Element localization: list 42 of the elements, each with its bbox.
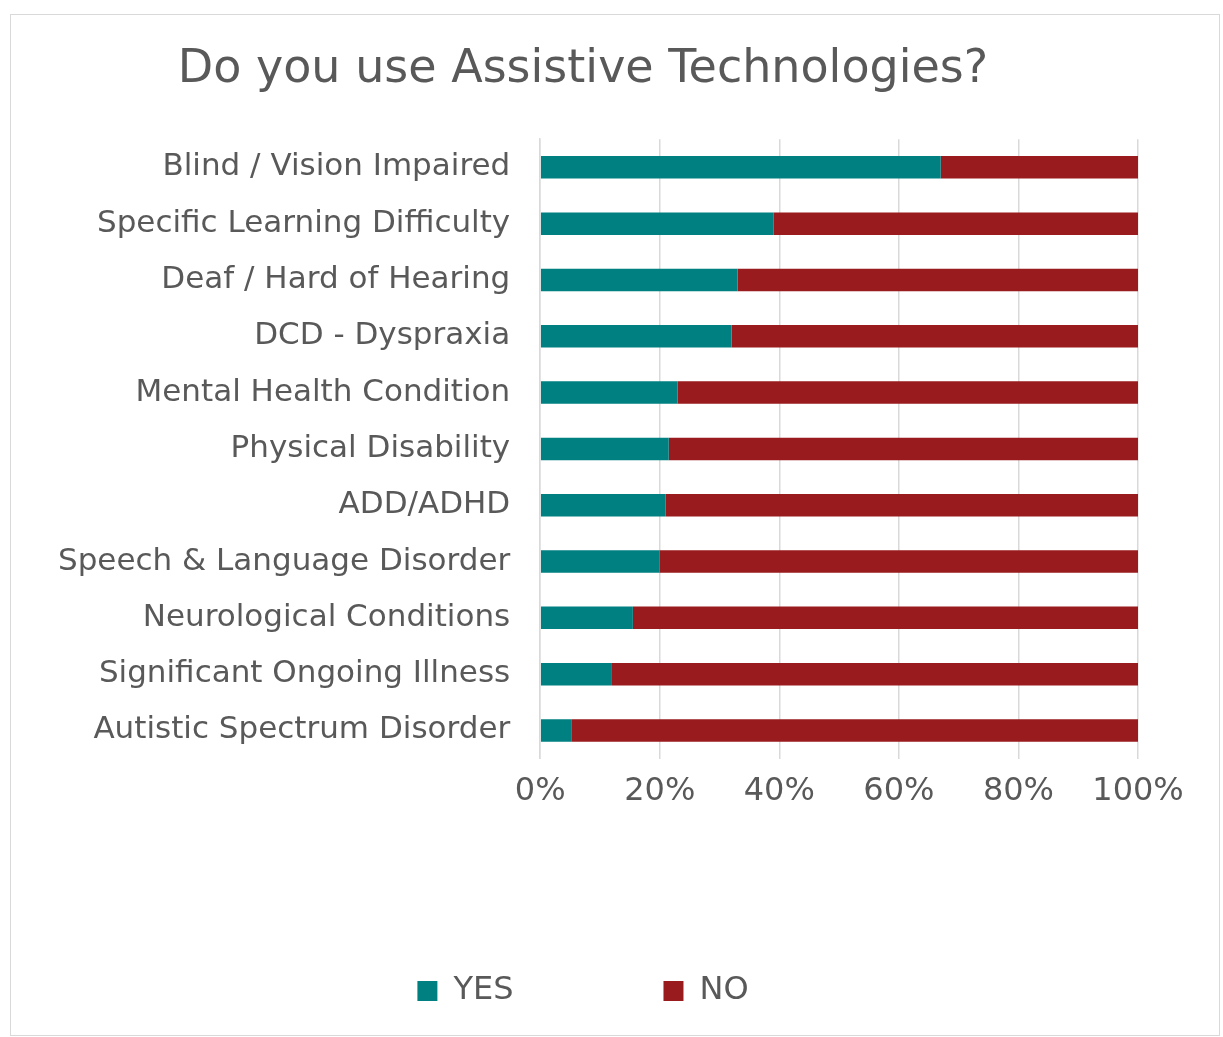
bar — [665, 493, 1138, 517]
bar — [540, 156, 941, 179]
bar — [737, 268, 1138, 292]
bar — [540, 719, 572, 742]
bar — [773, 212, 1138, 235]
y-tick-label: Deaf / Hard of Hearing — [161, 259, 511, 296]
y-tick-label: Mental Health Condition — [135, 371, 511, 408]
y-tick-label: DCD - Dyspraxia — [254, 315, 511, 352]
y-tick-label: ADD/ADHD — [338, 484, 511, 521]
bar — [540, 606, 633, 630]
x-tick-label: 20% — [624, 770, 696, 809]
y-tick-label: Significant Ongoing Illness — [98, 653, 511, 690]
chart-title: Do you use Assistive Technologies? — [177, 38, 989, 93]
bar — [540, 550, 660, 573]
x-tick-label: 60% — [863, 770, 935, 809]
y-tick-label: Autistic Spectrum Disorder — [93, 709, 511, 746]
bar — [731, 325, 1138, 348]
x-tick-label: 0% — [514, 770, 566, 809]
bar — [632, 606, 1138, 630]
legend-label: YES — [452, 969, 514, 1008]
bar — [540, 437, 669, 461]
bar — [540, 493, 666, 517]
bar — [540, 268, 738, 292]
bar — [668, 437, 1138, 461]
y-tick-label: Neurological Conditions — [142, 596, 511, 633]
y-tick-label: Physical Disability — [230, 427, 511, 464]
legend-label: NO — [699, 969, 749, 1008]
y-tick-label: Specific Learning Difficulty — [97, 202, 511, 239]
bar — [540, 212, 774, 235]
bar — [571, 719, 1138, 742]
y-tick-label: Speech & Language Disorder — [57, 540, 511, 577]
bar — [659, 550, 1138, 573]
bar — [611, 662, 1138, 686]
x-tick-label: 100% — [1092, 770, 1184, 809]
x-tick-label: 80% — [982, 770, 1054, 809]
bar — [540, 325, 732, 348]
bar — [540, 381, 678, 404]
bar — [940, 156, 1138, 179]
y-tick-label: Blind / Vision Impaired — [162, 146, 511, 183]
x-tick-label: 40% — [743, 770, 815, 809]
bar — [677, 381, 1138, 404]
bar — [540, 662, 612, 686]
